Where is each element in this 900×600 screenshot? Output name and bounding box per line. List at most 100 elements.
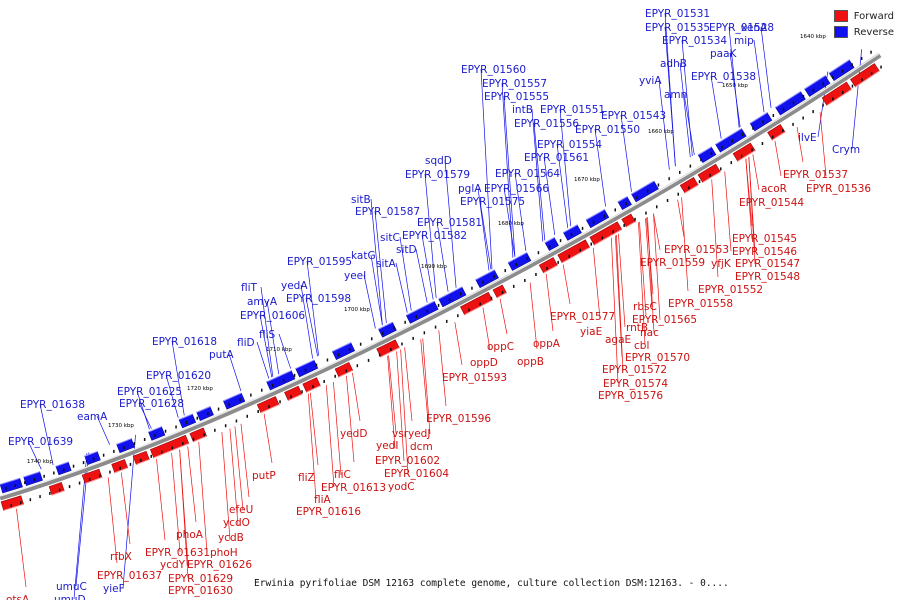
locus-marker — [49, 491, 51, 495]
forward-gene-leader — [638, 222, 646, 346]
locus-marker — [393, 326, 395, 330]
locus-marker — [601, 236, 603, 240]
reverse-gene-leader — [266, 300, 280, 375]
forward-gene-label: EPYR_01574 — [603, 378, 668, 390]
legend-swatch-forward — [833, 10, 848, 22]
reverse-gene-leader — [300, 284, 313, 359]
locus-marker — [772, 114, 775, 117]
genome-caption: Erwinia pyrifoliae DSM 12163 complete ge… — [254, 578, 729, 589]
locus-marker — [82, 461, 85, 465]
locus-marker — [802, 94, 805, 98]
reverse-gene-arrow-highlight — [406, 300, 435, 316]
locus-marker — [614, 208, 616, 212]
forward-gene-leader — [404, 347, 413, 422]
forward-gene-label: rfbX — [110, 551, 132, 563]
reverse-gene-leader — [436, 221, 449, 292]
forward-gene-leader — [107, 477, 118, 564]
locus-marker — [217, 407, 220, 411]
reverse-gene-arrow-highlight — [775, 91, 801, 108]
forward-gene-label: EPYR_01604 — [384, 468, 449, 480]
reverse-gene-label: sitC — [380, 232, 400, 244]
forward-gene-arrow-highlight — [51, 490, 65, 496]
forward-gene-leader — [387, 355, 396, 449]
locus-marker — [58, 488, 61, 492]
locus-marker — [282, 378, 285, 382]
forward-gene-leader — [221, 431, 231, 541]
locus-marker — [437, 303, 440, 307]
reverse-gene-arrow-highlight — [378, 321, 393, 330]
locus-marker — [290, 395, 292, 399]
reverse-gene-leader — [39, 403, 54, 466]
reverse-gene-label: EPYR_01606 — [240, 310, 305, 322]
locus-marker — [367, 358, 370, 362]
locus-marker — [677, 192, 679, 196]
reverse-gene-arrow — [178, 413, 197, 429]
locus-marker — [493, 275, 495, 278]
reverse-gene-label: eamA — [77, 411, 108, 423]
forward-gene-label: EPYR_01626 — [187, 559, 252, 571]
locus-marker — [490, 296, 493, 300]
reverse-gene-label: xenA — [741, 22, 768, 34]
locus-marker — [99, 474, 101, 478]
forward-gene-label: EPYR_01602 — [375, 455, 440, 467]
legend: Forward Reverse — [833, 8, 894, 40]
locus-marker — [515, 263, 518, 267]
genome-backbone-highlight — [0, 52, 881, 497]
locus-marker — [524, 279, 526, 282]
scale-tick-label: 1700 kbp — [344, 307, 370, 313]
forward-gene-arrow-highlight — [114, 467, 128, 474]
reverse-gene-arrow-highlight — [223, 392, 242, 402]
forward-gene-leader — [653, 213, 661, 251]
forward-gene-leader — [309, 392, 319, 466]
locus-marker — [590, 242, 592, 246]
forward-gene-label: EPYR_01576 — [598, 390, 663, 402]
forward-gene-arrow — [111, 459, 129, 474]
forward-gene-label: oppB — [517, 356, 544, 368]
locus-marker — [185, 421, 188, 425]
locus-marker — [24, 481, 26, 485]
reverse-gene-label: EPYR_01554 — [537, 139, 602, 151]
locus-marker — [557, 260, 559, 264]
forward-gene-label: rntB — [626, 322, 648, 334]
forward-gene-arrow-highlight — [826, 89, 852, 106]
reverse-gene-leader — [27, 440, 42, 470]
locus-marker — [315, 363, 318, 367]
forward-gene-arrow-highlight — [380, 347, 400, 358]
forward-gene-arrow-highlight — [543, 264, 558, 274]
forward-gene-leader — [647, 217, 655, 334]
locus-marker — [812, 110, 814, 114]
forward-gene-label: ycdO — [223, 517, 250, 529]
forward-gene-leader — [120, 472, 131, 545]
forward-gene-leader — [333, 381, 342, 476]
reverse-gene-label: EPYR_01575 — [460, 196, 525, 208]
forward-gene-leader — [400, 349, 409, 475]
reverse-gene-label: sqdD — [425, 155, 452, 167]
gene-arrows — [0, 50, 882, 511]
forward-gene-arrow-highlight — [855, 70, 880, 88]
reverse-gene-label: EPYR_01528 — [709, 22, 774, 34]
forward-gene-arrow — [0, 495, 24, 511]
reverse-gene-arrow — [749, 112, 773, 132]
locus-marker — [29, 498, 32, 502]
locus-marker — [214, 428, 216, 432]
reverse-gene-label: EPYR_01595 — [287, 256, 352, 268]
locus-marker — [860, 57, 863, 60]
locus-marker — [634, 217, 636, 221]
reverse-gene-arrow-highlight — [697, 146, 712, 156]
scale-ticks: 1640 kbp 1650 kbp 1660 kbp 1670 kbp 1680 kbp… — [27, 34, 826, 465]
locus-marker — [119, 466, 121, 470]
reverse-gene-leader — [165, 374, 179, 418]
reverse-gene-label: EPYR_01620 — [146, 370, 211, 382]
locus-marker — [623, 224, 625, 227]
reverse-gene-label: sitD — [396, 244, 417, 256]
locus-marker — [688, 186, 690, 190]
forward-gene-label: fliA — [314, 494, 332, 506]
legend-label-reverse: Reverse — [853, 26, 894, 38]
forward-gene-arrow-highlight — [338, 370, 354, 378]
reverse-gene-label: sitA — [376, 258, 397, 270]
locus-marker — [301, 390, 303, 394]
reverse-gene-arrow — [507, 252, 532, 271]
locus-marker — [434, 325, 437, 329]
forward-gene-leader — [326, 385, 335, 488]
